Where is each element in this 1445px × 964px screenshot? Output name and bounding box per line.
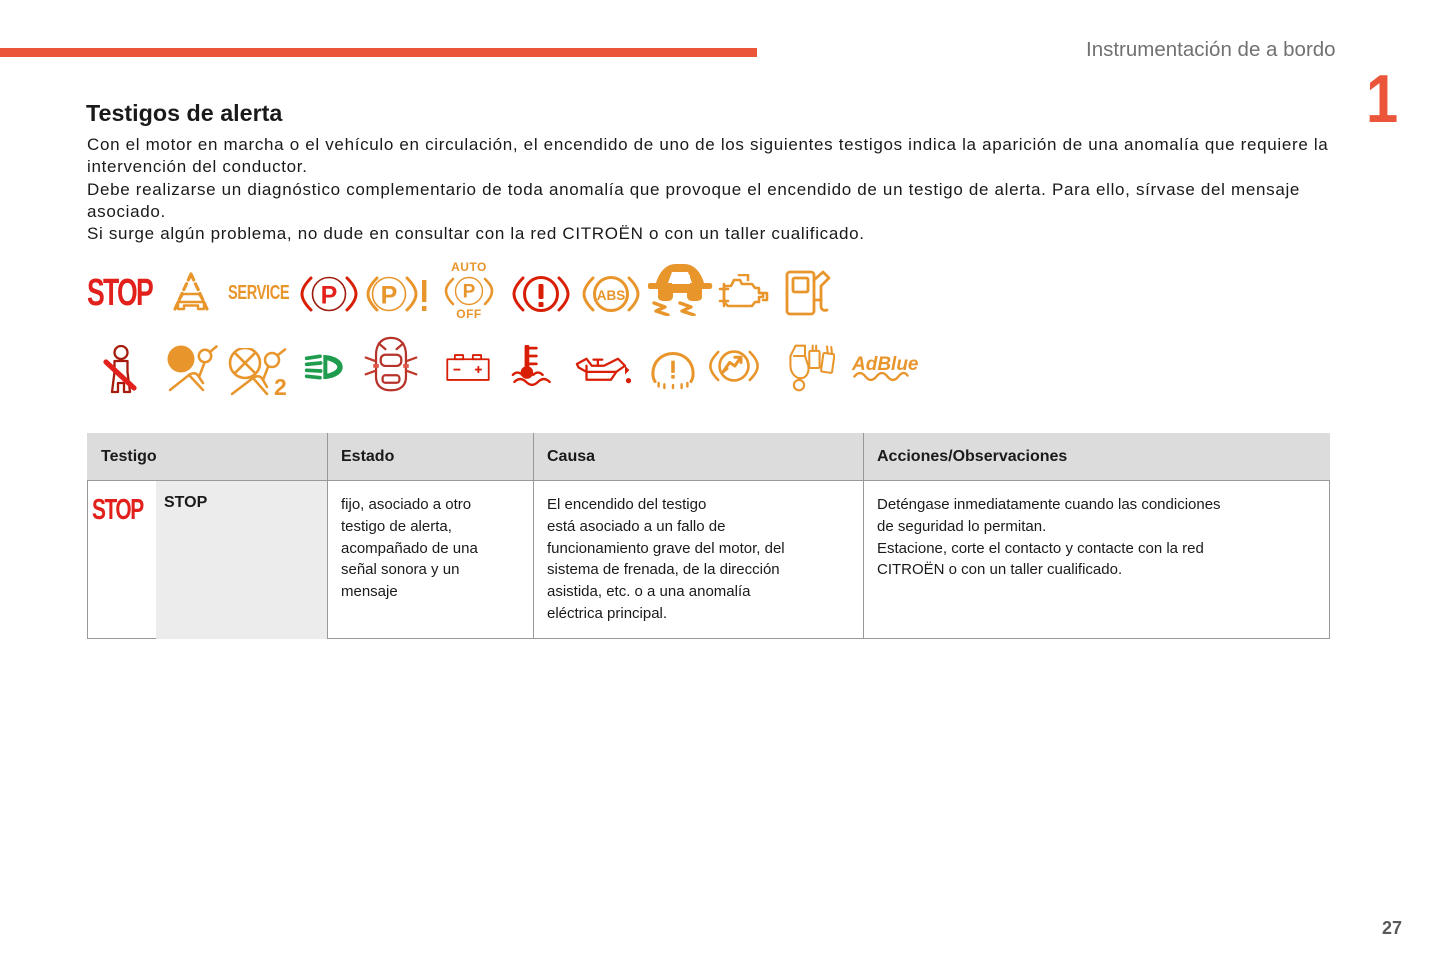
svg-text:2: 2 <box>274 374 287 396</box>
svg-text:AUTO: AUTO <box>451 260 487 274</box>
svg-text:OFF: OFF <box>456 307 482 321</box>
svg-text:ABS: ABS <box>597 288 626 303</box>
svg-text:P: P <box>321 282 338 310</box>
svg-text:P: P <box>381 282 398 310</box>
svg-text:P: P <box>463 282 476 303</box>
